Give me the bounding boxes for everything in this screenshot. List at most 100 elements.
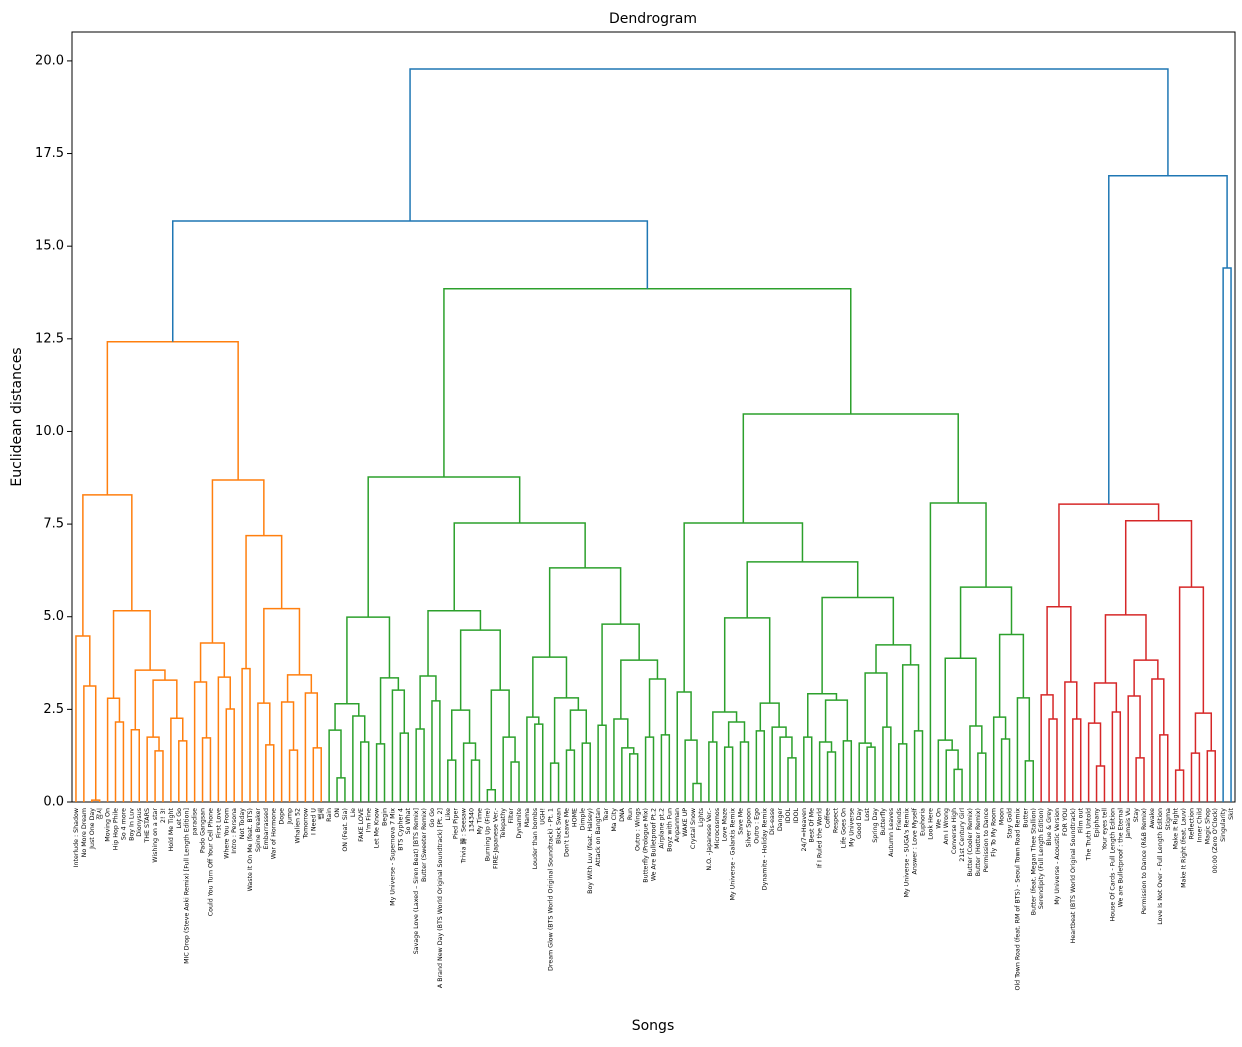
dendrogram-link	[459, 629, 501, 711]
dendrogram-link	[154, 750, 164, 802]
dendrogram-link	[379, 677, 400, 744]
leaf-label: Moon	[999, 808, 1006, 825]
dendrogram-link	[312, 747, 322, 802]
dendrogram-link	[170, 717, 184, 802]
leaf-label: Let Me Know	[374, 808, 381, 848]
dendrogram-link	[998, 633, 1025, 718]
dendrogram-link	[842, 740, 853, 802]
dendrogram-link	[201, 737, 212, 802]
dendrogram-link	[106, 697, 121, 802]
dendrogram-link	[1190, 752, 1201, 802]
y-tick-label: 17.5	[35, 146, 64, 161]
leaf-label: Love Is Not Over - Full Length Edition	[1157, 808, 1164, 925]
dendrogram-link	[779, 736, 793, 802]
dendrogram-link	[959, 586, 1013, 659]
leaf-label: Jamais Vu	[1125, 808, 1132, 840]
dendrogram-link	[443, 288, 852, 478]
dendrogram-link	[913, 730, 924, 802]
dendrogram-link	[427, 610, 482, 677]
dendrogram-link	[969, 725, 983, 802]
dendrogram-link	[257, 702, 271, 802]
leaf-label: Lights	[698, 808, 705, 827]
dendrogram-link	[419, 675, 437, 730]
dendrogram-link	[858, 742, 872, 802]
leaf-label: Dimple	[579, 808, 586, 830]
dendrogram-link	[346, 616, 391, 704]
leaf-label: Inner Child	[1196, 808, 1203, 842]
leaf-label: Tear	[603, 808, 610, 823]
dendrogram-link	[629, 753, 639, 802]
leaf-label: Permission to Dance	[983, 808, 990, 872]
leaf-label: I'm Fine	[366, 808, 373, 833]
x-axis-label: Songs	[632, 1018, 675, 1034]
leaf-label: FIRE-Japanese Ver.-	[492, 808, 499, 869]
leaf-label: 00:00 (Zero O'Clock)	[1212, 808, 1219, 873]
y-tick-label: 20.0	[35, 53, 64, 68]
leaf-label: Butter (Sweeter Remix)	[421, 808, 428, 882]
dendrogram-link	[771, 726, 787, 802]
leaf-label: Permission to Dance (R&B Remix)	[1141, 808, 1148, 914]
y-tick-label: 2.5	[43, 702, 64, 717]
dendrogram-link	[553, 697, 580, 764]
leaf-label: MIC Drop (Steve Aoki Remix) [Full Length…	[184, 808, 191, 964]
dendrogram-link	[739, 741, 750, 802]
leaf-label: Stay	[1133, 808, 1140, 822]
dendrogram-link	[470, 759, 481, 802]
leaf-label: Run	[627, 808, 634, 820]
dendrogram-link	[723, 746, 734, 802]
dendrogram-link	[409, 68, 1169, 221]
leaf-label: Danger	[777, 808, 784, 832]
dendrogram-link	[75, 635, 91, 802]
leaf-label: Make It Right (feat. Lauv)	[1181, 808, 1188, 888]
leaf-label: Good Day	[856, 808, 863, 839]
y-tick-label: 5.0	[43, 609, 64, 624]
leaf-label: No More Dream	[81, 808, 88, 857]
leaf-label: Dionysus	[136, 808, 143, 837]
dendrogram-link	[901, 664, 920, 744]
dendrogram-link	[1024, 760, 1035, 802]
dendrogram-link	[225, 708, 235, 802]
dendrogram-link	[532, 656, 568, 718]
dendrogram-link	[548, 567, 622, 658]
dendrogram-link	[569, 709, 588, 751]
dendrogram-link	[1064, 681, 1078, 802]
dendrogram-link	[134, 669, 166, 730]
leaf-label: So 4 more	[120, 808, 127, 840]
dendrogram-link	[1206, 750, 1216, 802]
leaf-label: My Universe - Supernova 7 Mix	[389, 808, 396, 906]
dendrogram-link	[818, 741, 833, 802]
leaf-label: Singularity	[1220, 808, 1227, 842]
dendrogram-link	[759, 702, 780, 731]
dendrogram-link	[178, 740, 188, 802]
dendrogram-link	[211, 479, 265, 644]
dendrogram-link	[1133, 659, 1159, 697]
y-tick-label: 0.0	[43, 795, 64, 810]
leaf-label: Microcosmos	[714, 808, 721, 849]
dendrogram-link	[391, 689, 406, 802]
dendrogram-link	[742, 413, 959, 523]
dendrogram-link	[1093, 682, 1118, 724]
leaf-label: Outro : Ego	[753, 808, 760, 844]
dendrogram-link	[824, 699, 849, 742]
leaf-label: Am I Wrong	[943, 808, 950, 845]
chart-title: Dendrogram	[609, 11, 697, 27]
dendrogram-link	[620, 659, 659, 719]
leaf-label: Filter	[508, 808, 515, 824]
leaf-label: Autumn Leaves	[888, 808, 895, 857]
leaf-label: Awake	[1149, 808, 1156, 828]
leaf-label: 뱁새	[316, 808, 325, 820]
dendrogram-link	[486, 789, 497, 802]
leaf-label: Boyz with Fun	[666, 808, 673, 852]
leaf-label: Burning Up (Fire)	[484, 808, 491, 861]
dendrogram-link	[601, 623, 640, 726]
leaf-label: paradise	[192, 808, 199, 835]
leaf-label: Embarrassed	[263, 808, 270, 849]
leaf-label: Love Maze	[722, 808, 729, 841]
leaf-label: Waste It On Me (feat. BTS)	[247, 808, 254, 891]
dendrogram-link	[683, 522, 804, 692]
leaf-label: House Of Cards - Full Length Edition	[1109, 808, 1116, 921]
dendrogram-link	[1135, 757, 1145, 802]
leaf-label: 134340	[469, 808, 476, 832]
leaf-label: Butter (feat. Megan Thee Stallion)	[1030, 808, 1037, 915]
